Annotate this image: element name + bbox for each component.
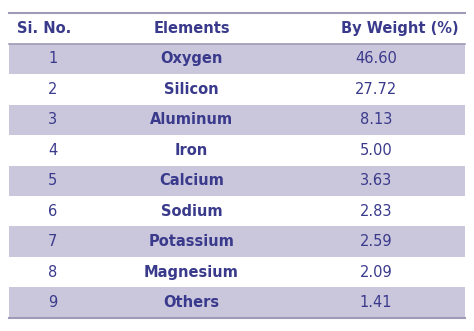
Text: 1.41: 1.41	[360, 295, 392, 310]
Text: 1: 1	[48, 51, 57, 67]
Text: Elements: Elements	[153, 21, 230, 36]
FancyBboxPatch shape	[9, 287, 465, 318]
Text: 2.59: 2.59	[359, 234, 392, 249]
Text: Others: Others	[164, 295, 219, 310]
Text: Iron: Iron	[175, 143, 208, 158]
Text: Potassium: Potassium	[148, 234, 235, 249]
Text: 2.83: 2.83	[360, 204, 392, 219]
Text: Silicon: Silicon	[164, 82, 219, 97]
Text: 5.00: 5.00	[359, 143, 392, 158]
FancyBboxPatch shape	[9, 135, 465, 166]
Text: 46.60: 46.60	[355, 51, 397, 67]
Text: Calcium: Calcium	[159, 173, 224, 188]
FancyBboxPatch shape	[9, 226, 465, 257]
FancyBboxPatch shape	[9, 257, 465, 287]
Text: 7: 7	[48, 234, 57, 249]
Text: Oxygen: Oxygen	[160, 51, 223, 67]
Text: Si. No.: Si. No.	[17, 21, 71, 36]
Text: 3: 3	[48, 112, 57, 127]
FancyBboxPatch shape	[9, 105, 465, 135]
FancyBboxPatch shape	[9, 44, 465, 74]
FancyBboxPatch shape	[9, 13, 465, 44]
FancyBboxPatch shape	[9, 166, 465, 196]
Text: 8.13: 8.13	[360, 112, 392, 127]
Text: 5: 5	[48, 173, 57, 188]
Text: 6: 6	[48, 204, 57, 219]
Text: Magnesium: Magnesium	[144, 264, 239, 280]
Text: 3.63: 3.63	[360, 173, 392, 188]
Text: By Weight (%): By Weight (%)	[341, 21, 459, 36]
FancyBboxPatch shape	[9, 196, 465, 226]
Text: 2.09: 2.09	[359, 264, 392, 280]
Text: 2: 2	[48, 82, 57, 97]
Text: 8: 8	[48, 264, 57, 280]
FancyBboxPatch shape	[9, 74, 465, 105]
Text: 9: 9	[48, 295, 57, 310]
Text: 27.72: 27.72	[355, 82, 397, 97]
Text: Aluminum: Aluminum	[150, 112, 233, 127]
Text: Sodium: Sodium	[161, 204, 222, 219]
Text: 4: 4	[48, 143, 57, 158]
